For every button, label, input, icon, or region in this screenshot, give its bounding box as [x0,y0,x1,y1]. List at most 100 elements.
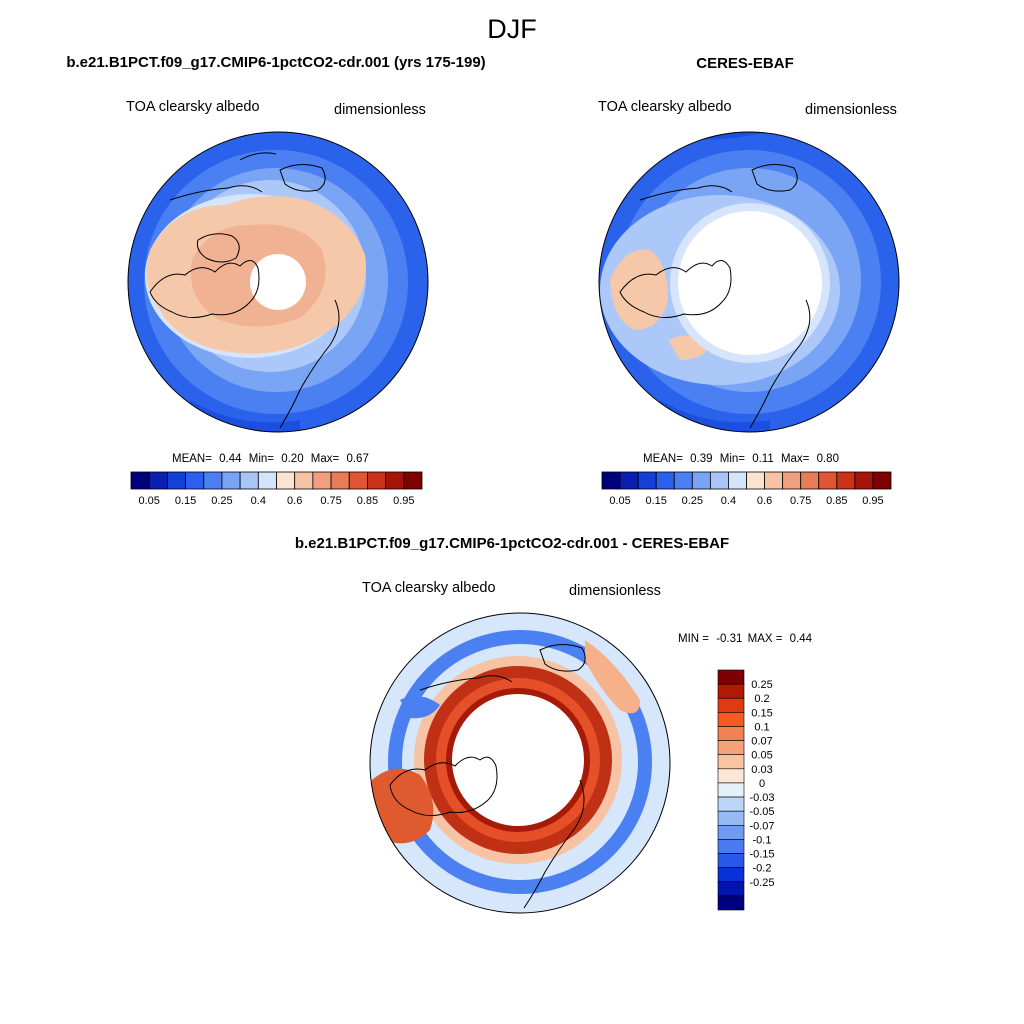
colorbar2-swatch [818,471,838,490]
panel3-variable-label: TOA clearsky albedo [362,580,496,596]
panel3-min-label: MIN = [678,633,709,645]
colorbar1-tick-label: 0.85 [357,495,378,507]
colorbar1-swatch [203,471,223,490]
colorbar1-swatch [330,471,350,490]
panel1-units-label: dimensionless [334,102,426,118]
colorbar1-swatch [239,471,259,490]
panel2-variable-label: TOA clearsky albedo [598,99,732,115]
colorbar3-swatch [717,867,745,883]
colorbar2-swatch [836,471,856,490]
colorbar3-tick-label: -0.15 [749,849,774,861]
colorbar2-swatch [673,471,693,490]
colorbar2-tick-label: 0.15 [645,495,666,507]
panel2-stats: MEAN= 0.39 Min= 0.11 Max= 0.80 [643,453,839,465]
panel1-variable-label: TOA clearsky albedo [126,99,260,115]
panel1-min-value: 0.20 [281,453,304,465]
colorbar2-tick-label: 0.05 [609,495,630,507]
colorbar3-swatch [717,853,745,868]
colorbar1-swatch [312,471,332,490]
colorbar3-tick-label: -0.05 [749,806,774,818]
colorbar3-tick-label: 0.15 [751,707,772,719]
colorbar3-tick-label: 0.1 [754,721,769,733]
colorbar3-swatch [717,881,745,897]
colorbar2-swatch [854,471,874,490]
colorbar1-swatch [276,471,296,490]
panel2-polar-map [598,131,900,433]
colorbar3-swatch [717,740,745,756]
colorbar3-tick-label: 0.2 [754,693,769,705]
colorbar2-tick-label: 0.25 [682,495,703,507]
colorbar3-swatch [717,697,745,713]
colorbar3-swatch [717,782,745,798]
colorbar2-tick-label: 0.95 [862,495,883,507]
colorbar2-swatch [782,471,802,490]
panel2-title: CERES-EBAF [696,55,794,72]
colorbar1-swatch [130,471,150,490]
colorbar3-tick-label: -0.07 [749,820,774,832]
colorbar3-swatch [717,754,745,770]
panel2-min-label: Min= [719,453,745,465]
colorbar1-swatch [385,471,405,490]
panel1-max-label: Max= [310,453,340,465]
panel1-min-label: Min= [248,453,274,465]
colorbar3-tick-label: -0.25 [749,877,774,889]
colorbar3-swatch [717,726,745,741]
colorbar3-tick-label: -0.1 [753,834,772,846]
colorbar2-swatch [637,471,657,490]
colorbar1-swatch [221,471,241,490]
colorbar2-swatch [746,471,765,490]
colorbar3-swatch [717,669,745,685]
colorbar2-swatch [728,471,747,490]
colorbar3-swatch [717,683,745,699]
colorbar1-swatch [403,471,423,490]
panel3-units-label: dimensionless [569,583,661,599]
colorbar1-swatch [367,471,387,490]
colorbar3-swatch [717,824,745,840]
colorbar1-tick-label: 0.05 [138,495,159,507]
panel1-title: b.e21.B1PCT.f09_g17.CMIP6-1pctCO2-cdr.00… [66,54,486,71]
colorbar3-swatch [717,810,745,826]
figure-title: DJF [487,14,537,44]
panel3-stats: MIN = -0.31 MAX = 0.44 [678,633,812,645]
colorbar3-tick-label: 0 [759,778,765,790]
colorbar2-swatch [601,471,621,490]
panel2-max-value: 0.80 [816,453,839,465]
colorbar3-swatch [717,895,745,911]
colorbar3-tick-label: 0.05 [751,750,772,762]
panel1-mean-value: 0.44 [219,453,242,465]
panel1-max-value: 0.67 [346,453,369,465]
colorbar2-swatch [691,471,711,490]
colorbar1-tick-label: 0.25 [211,495,232,507]
panel2-mean-value: 0.39 [690,453,713,465]
colorbar2-swatch [764,471,784,490]
colorbar3-swatch [717,839,745,854]
colorbar1-swatch [257,471,277,490]
panel3-title: b.e21.B1PCT.f09_g17.CMIP6-1pctCO2-cdr.00… [294,535,730,552]
colorbar1-tick-label: 0.4 [251,495,266,507]
panel1-mean-label: MEAN= [172,453,212,465]
panel3-polar-map [369,612,671,914]
colorbar1-tick-label: 0.6 [287,495,302,507]
colorbar1-tick-label: 0.15 [175,495,196,507]
colorbar1-swatch [166,471,186,490]
panel3-max-value: 0.44 [789,633,813,645]
panel2-min-value: 0.11 [752,453,774,465]
panel2-units-label: dimensionless [805,102,897,118]
colorbar3-swatch [717,712,745,727]
panel3-max-label: MAX = [747,633,783,645]
colorbar2-swatch [800,471,820,490]
panel3-colorbar: 0.25 0.2 0.15 0.1 0.07 0.05 0.03 0 -0.03 -0.05 -0.… [717,669,775,911]
panel2-max-label: Max= [780,453,810,465]
colorbar3-swatch [717,796,745,812]
panel3-min-value: -0.31 [716,633,743,645]
colorbar2-tick-label: 0.75 [790,495,811,507]
panel1-stats: MEAN= 0.44 Min= 0.20 Max= 0.67 [172,453,369,465]
colorbar1-swatch [148,471,168,490]
colorbar1-tick-label: 0.95 [393,495,414,507]
colorbar2-swatch [619,471,639,490]
colorbar2-swatch [655,471,675,490]
colorbar2-swatch [709,471,729,490]
colorbar3-tick-label: -0.2 [753,863,772,875]
panel2-mean-label: MEAN= [643,453,683,465]
